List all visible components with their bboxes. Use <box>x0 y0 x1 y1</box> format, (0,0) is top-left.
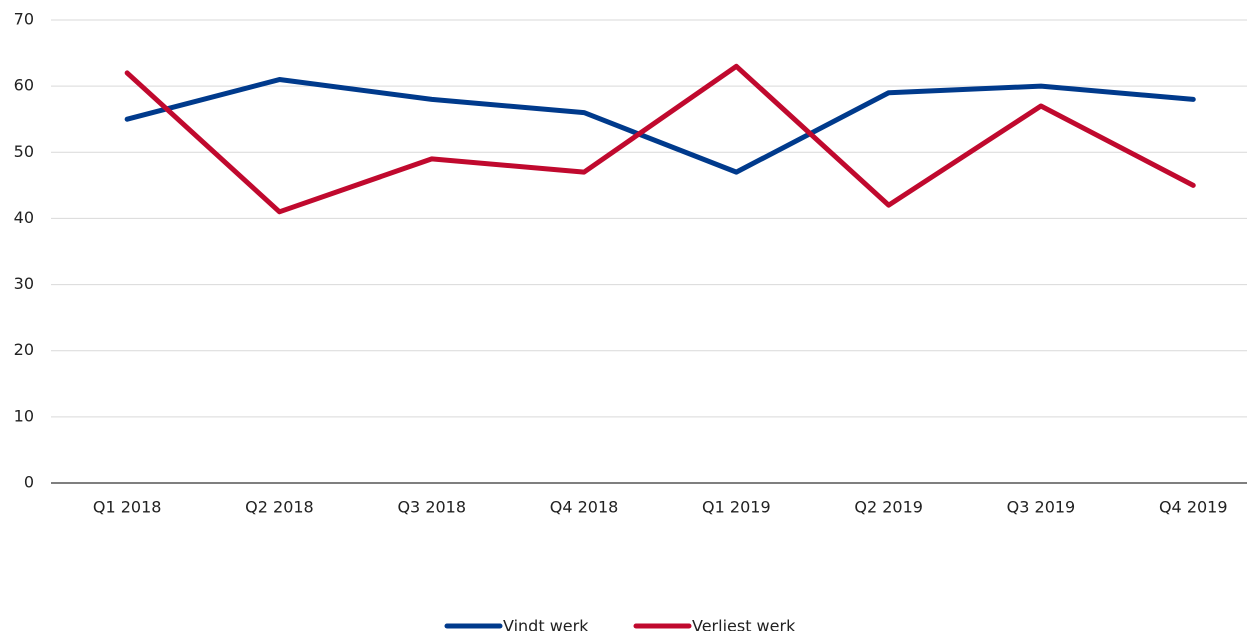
y-tick-label: 70 <box>14 10 34 29</box>
x-tick-label: Q3 2018 <box>397 498 466 517</box>
x-tick-label: Q2 2018 <box>245 498 314 517</box>
x-tick-label: Q1 2019 <box>702 498 771 517</box>
y-tick-label: 40 <box>14 208 34 227</box>
x-tick-label: Q1 2018 <box>93 498 162 517</box>
y-tick-label: 60 <box>14 76 34 95</box>
y-tick-label: 30 <box>14 274 34 293</box>
x-tick-label: Q3 2019 <box>1007 498 1076 517</box>
legend-label: Verliest werk <box>692 617 796 632</box>
x-tick-label: Q4 2019 <box>1159 498 1228 517</box>
y-tick-label: 10 <box>14 406 34 425</box>
line-series <box>124 63 1196 215</box>
y-tick-label: 0 <box>24 473 34 492</box>
line-series <box>124 77 1196 175</box>
x-tick-label: Q4 2018 <box>550 498 619 517</box>
y-tick-label: 50 <box>14 142 34 161</box>
legend-label: Vindt werk <box>503 617 589 632</box>
y-tick-label: 20 <box>14 340 34 359</box>
x-tick-label: Q2 2019 <box>854 498 923 517</box>
